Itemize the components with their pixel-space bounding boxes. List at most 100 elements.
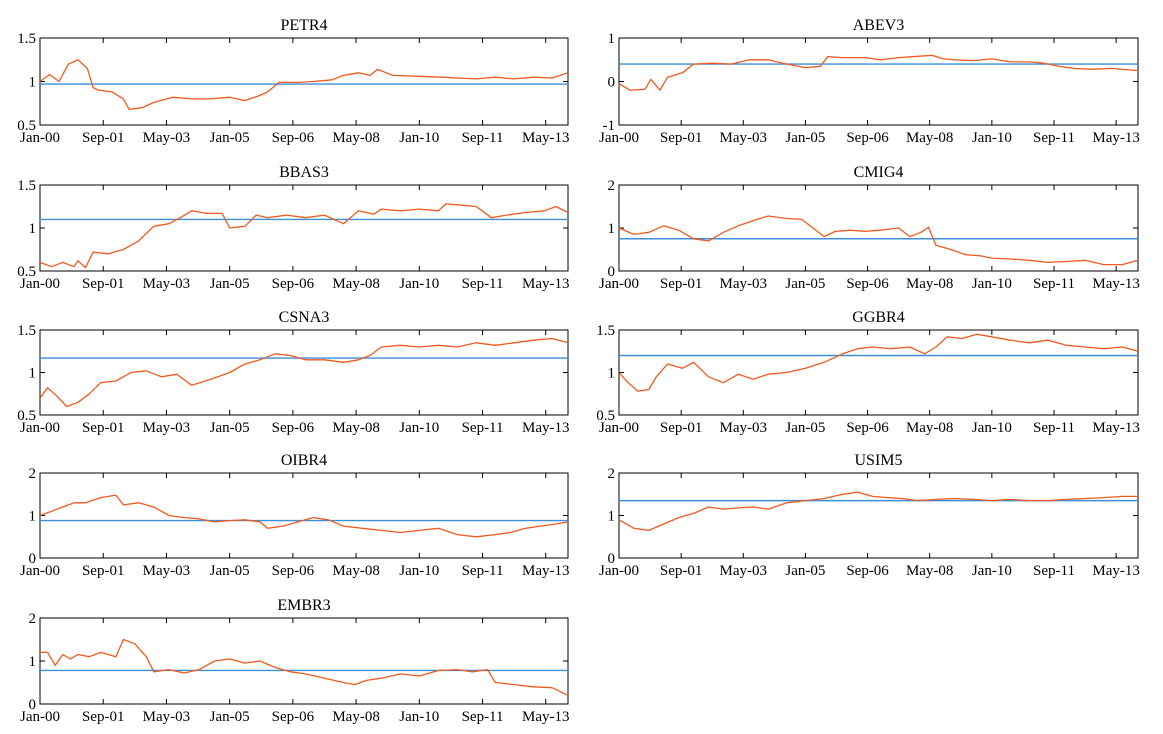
- x-tick-label: May-03: [143, 276, 191, 292]
- series-line: [618, 333, 1139, 392]
- x-tick-label: Jan-00: [20, 130, 60, 146]
- x-tick-label: Jan-00: [20, 276, 60, 292]
- y-tick-label: 1: [608, 509, 616, 525]
- x-tick-label: May-13: [522, 709, 570, 725]
- x-tick-label: Sep-11: [462, 709, 504, 725]
- x-tick-label: Jan-05: [785, 563, 825, 579]
- y-tick-label: 0.5: [17, 118, 36, 134]
- y-tick-label: 0: [608, 75, 616, 91]
- x-tick-label: Jan-10: [399, 709, 439, 725]
- panel-title: BBAS3: [279, 164, 329, 181]
- x-tick-label: Sep-06: [846, 130, 889, 146]
- x-tick-label: May-13: [522, 563, 570, 579]
- series-line: [40, 638, 569, 696]
- x-tick-label: Jan-10: [399, 563, 439, 579]
- panel-petr4: PETR4 0.5 1 1.5 Jan-00 Sep-01 May-03 Jan-05 Sep-…: [17, 17, 569, 146]
- y-tick-label: 0: [608, 551, 616, 567]
- x-tick-label: Jan-10: [399, 276, 439, 292]
- x-tick-label: May-03: [720, 130, 768, 146]
- x-tick-label: Sep-06: [272, 420, 315, 436]
- x-tick-label: May-08: [906, 130, 954, 146]
- x-tick-label: May-13: [1092, 420, 1140, 436]
- x-tick-label: Sep-11: [462, 563, 504, 579]
- x-tick-label: May-03: [143, 130, 191, 146]
- x-tick-label: May-08: [332, 276, 380, 292]
- x-tick-label: Jan-00: [20, 420, 60, 436]
- axes-frame: [39, 472, 569, 559]
- x-tick-label: May-08: [332, 420, 380, 436]
- series-line: [618, 215, 1139, 266]
- x-tick-label: Sep-11: [462, 420, 504, 436]
- x-tick-label: May-13: [1092, 130, 1140, 146]
- y-tick-label: 0: [29, 551, 37, 567]
- series-line: [618, 54, 1139, 91]
- x-tick-label: Sep-06: [272, 130, 315, 146]
- x-tick-label: Jan-00: [599, 130, 639, 146]
- y-tick-label: 0.5: [17, 264, 36, 280]
- panel-embr3: EMBR3 0 1 2 Jan-00 Sep-01 May-03 Jan-05 Sep-06 Ma…: [20, 597, 569, 725]
- axes-frame: [39, 184, 569, 272]
- x-tick-label: Jan-05: [210, 709, 250, 725]
- y-tick-label: 2: [29, 466, 37, 482]
- x-tick-label: Sep-06: [846, 563, 889, 579]
- x-tick-label: May-03: [720, 276, 768, 292]
- x-tick-label: May-08: [332, 709, 380, 725]
- axes-frame: [618, 329, 1139, 416]
- x-tick-label: Sep-11: [462, 276, 504, 292]
- x-tick-label: Jan-00: [599, 563, 639, 579]
- x-tick-label: Sep-01: [82, 130, 125, 146]
- x-tick-label: Sep-06: [272, 276, 315, 292]
- x-tick-label: May-08: [906, 276, 954, 292]
- x-tick-label: Jan-10: [972, 276, 1012, 292]
- panel-oibr4: OIBR4 0 1 2 Jan-00 Sep-01 May-03 Jan-05 Sep-06 Ma…: [20, 452, 569, 579]
- x-tick-label: Sep-06: [846, 276, 889, 292]
- panel-ggbr4: GGBR4 0.5 1 1.5 Jan-00 Sep-01 May-03 Jan-05 Sep-…: [596, 309, 1140, 436]
- x-tick-label: Sep-01: [82, 709, 125, 725]
- panel-title: USIM5: [854, 452, 902, 469]
- y-tick-label: 1: [29, 654, 37, 670]
- x-tick-label: Jan-10: [399, 130, 439, 146]
- x-tick-label: Jan-10: [972, 563, 1012, 579]
- x-tick-label: Sep-01: [660, 563, 703, 579]
- series-line: [39, 337, 569, 408]
- axes-frame: [618, 472, 1139, 559]
- series-line: [39, 59, 569, 110]
- x-tick-label: Jan-05: [785, 276, 825, 292]
- x-tick-label: May-13: [1092, 563, 1140, 579]
- series-line: [39, 203, 569, 269]
- x-tick-label: Jan-05: [785, 130, 825, 146]
- x-tick-label: Jan-00: [599, 276, 639, 292]
- x-tick-label: May-03: [143, 563, 191, 579]
- x-tick-label: Sep-11: [1033, 130, 1075, 146]
- panel-title: CMIG4: [854, 164, 904, 181]
- axes-frame: [618, 37, 1139, 126]
- x-tick-label: Jan-05: [210, 563, 250, 579]
- panel-title: PETR4: [280, 17, 327, 34]
- y-tick-label: 1.5: [17, 31, 36, 47]
- x-tick-label: Sep-01: [660, 276, 703, 292]
- panel-title: EMBR3: [277, 597, 330, 614]
- x-tick-label: May-13: [522, 130, 570, 146]
- panel-csna3: CSNA3 0.5 1 1.5 Jan-00 Sep-01 May-03 Jan-05 Sep-…: [17, 309, 569, 436]
- y-tick-label: 0: [608, 264, 616, 280]
- y-tick-label: 1.5: [17, 178, 36, 194]
- x-tick-label: Sep-11: [1033, 276, 1075, 292]
- x-tick-label: May-13: [1092, 276, 1140, 292]
- axes-frame: [39, 617, 569, 705]
- axes-frame: [618, 184, 1139, 272]
- x-tick-label: Sep-01: [82, 276, 125, 292]
- x-tick-label: Sep-01: [82, 563, 125, 579]
- axes-frame: [39, 329, 569, 416]
- y-tick-label: 1: [29, 75, 37, 91]
- y-tick-label: 2: [608, 466, 616, 482]
- x-tick-label: Jan-10: [399, 420, 439, 436]
- x-tick-label: Sep-06: [272, 709, 315, 725]
- x-tick-label: Sep-11: [1033, 420, 1075, 436]
- x-tick-label: May-13: [522, 420, 570, 436]
- y-tick-label: 1: [608, 221, 616, 237]
- x-tick-label: May-08: [906, 563, 954, 579]
- x-tick-label: Jan-10: [972, 420, 1012, 436]
- panel-title: GGBR4: [852, 309, 904, 326]
- x-tick-label: Sep-01: [660, 420, 703, 436]
